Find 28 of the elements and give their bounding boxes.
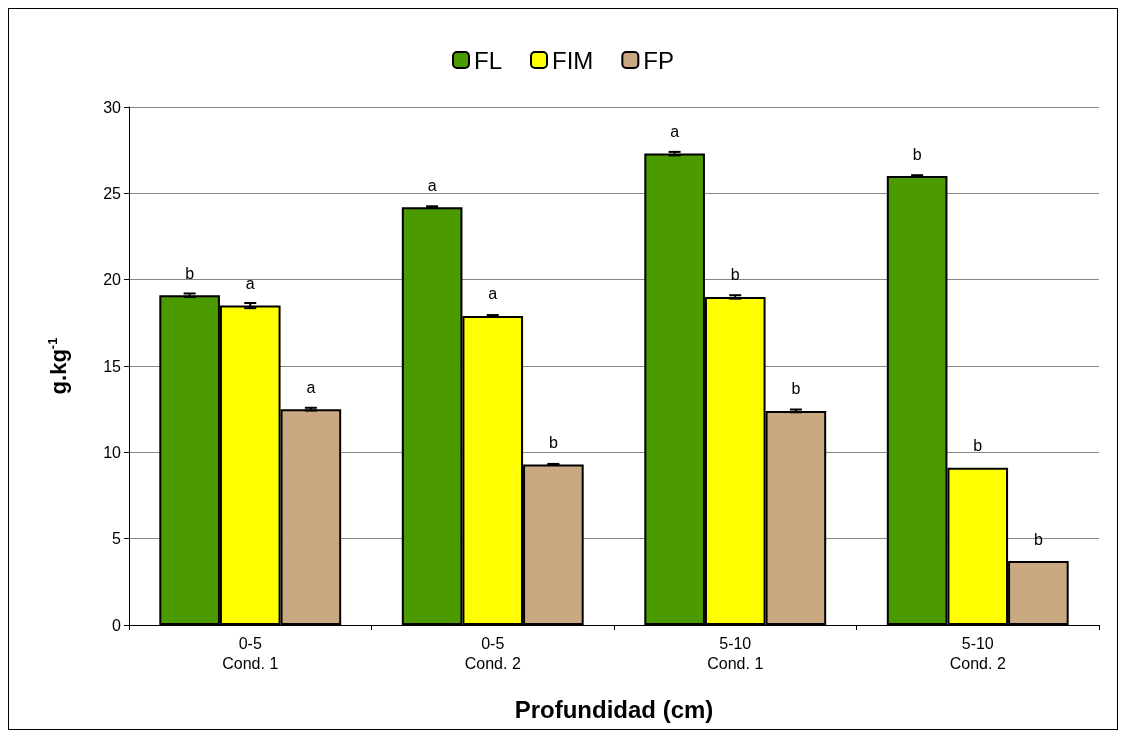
y-axis-title: g.kg-1: [45, 337, 71, 395]
data-label: b: [973, 437, 983, 455]
data-label: b: [730, 266, 740, 284]
x-axis-title: Profundidad (cm): [514, 695, 714, 723]
data-label: a: [245, 275, 255, 293]
x-tick-label: 0-5 Cond. 1: [222, 634, 279, 672]
legend-label: FP: [643, 46, 674, 74]
data-label: a: [670, 123, 680, 141]
y-tick-label: 15: [103, 357, 122, 375]
y-tick-label: 20: [103, 271, 122, 289]
data-label: a: [488, 285, 498, 303]
x-tick-label: 5-10 Cond. 2: [949, 634, 1006, 672]
legend-label: FL: [474, 46, 503, 74]
x-tick-label: 0-5 Cond. 2: [464, 634, 521, 672]
y-tick-label: 25: [103, 184, 122, 202]
y-tick-label: 10: [103, 443, 122, 461]
data-label: b: [185, 264, 195, 282]
legend-label: FIM: [552, 46, 594, 74]
data-label: b: [912, 145, 922, 163]
data-label: a: [306, 378, 316, 396]
y-tick-label: 5: [112, 530, 122, 548]
data-label: b: [791, 380, 801, 398]
x-tick-label: 5-10 Cond. 1: [707, 634, 764, 672]
y-tick-label: 0: [112, 616, 122, 634]
data-label: b: [548, 433, 558, 451]
y-tick-label: 30: [103, 98, 122, 116]
data-label: b: [1033, 530, 1043, 548]
data-label: a: [427, 176, 437, 194]
